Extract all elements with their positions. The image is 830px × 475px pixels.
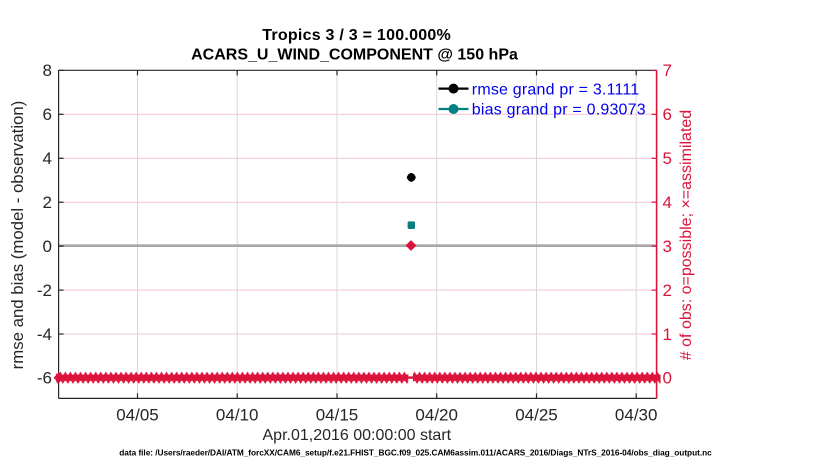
svg-text:rmse grand pr = 3.1111: rmse grand pr = 3.1111 xyxy=(472,81,640,98)
svg-text:5: 5 xyxy=(663,149,672,168)
svg-text:7: 7 xyxy=(663,61,672,80)
svg-text:0: 0 xyxy=(43,237,52,256)
svg-text:data file: /Users/raeder/DAI/A: data file: /Users/raeder/DAI/ATM_forcXX/… xyxy=(119,448,712,458)
svg-text:04/25: 04/25 xyxy=(515,406,558,425)
svg-text:2: 2 xyxy=(43,193,52,212)
svg-text:-2: -2 xyxy=(37,281,52,300)
svg-text:Tropics 3 / 3 = 100.000%: Tropics 3 / 3 = 100.000% xyxy=(262,27,451,44)
svg-text:8: 8 xyxy=(43,61,52,80)
svg-text:Apr.01,2016 00:00:00 start: Apr.01,2016 00:00:00 start xyxy=(263,427,452,444)
svg-text:04/30: 04/30 xyxy=(615,406,658,425)
svg-text:04/05: 04/05 xyxy=(116,406,159,425)
svg-text:2: 2 xyxy=(663,281,672,300)
svg-text:ACARS_U_WIND_COMPONENT @ 150 h: ACARS_U_WIND_COMPONENT @ 150 hPa xyxy=(191,46,518,63)
svg-text:rmse and bias (model - observa: rmse and bias (model - observation) xyxy=(8,101,27,370)
svg-text:4: 4 xyxy=(663,193,672,212)
svg-text:0: 0 xyxy=(663,369,672,388)
svg-text:04/10: 04/10 xyxy=(216,406,259,425)
svg-text:6: 6 xyxy=(43,105,52,124)
svg-text:1: 1 xyxy=(663,325,672,344)
svg-text:04/15: 04/15 xyxy=(316,406,359,425)
svg-text:04/20: 04/20 xyxy=(415,406,458,425)
svg-text:# of obs: o=possible; ×=assimi: # of obs: o=possible; ×=assimilated xyxy=(678,110,695,360)
svg-text:-6: -6 xyxy=(37,369,52,388)
svg-text:bias grand pr = 0.93073: bias grand pr = 0.93073 xyxy=(472,102,646,119)
svg-text:3: 3 xyxy=(663,237,672,256)
svg-text:-4: -4 xyxy=(37,325,52,344)
svg-text:6: 6 xyxy=(663,105,672,124)
svg-text:4: 4 xyxy=(43,149,52,168)
